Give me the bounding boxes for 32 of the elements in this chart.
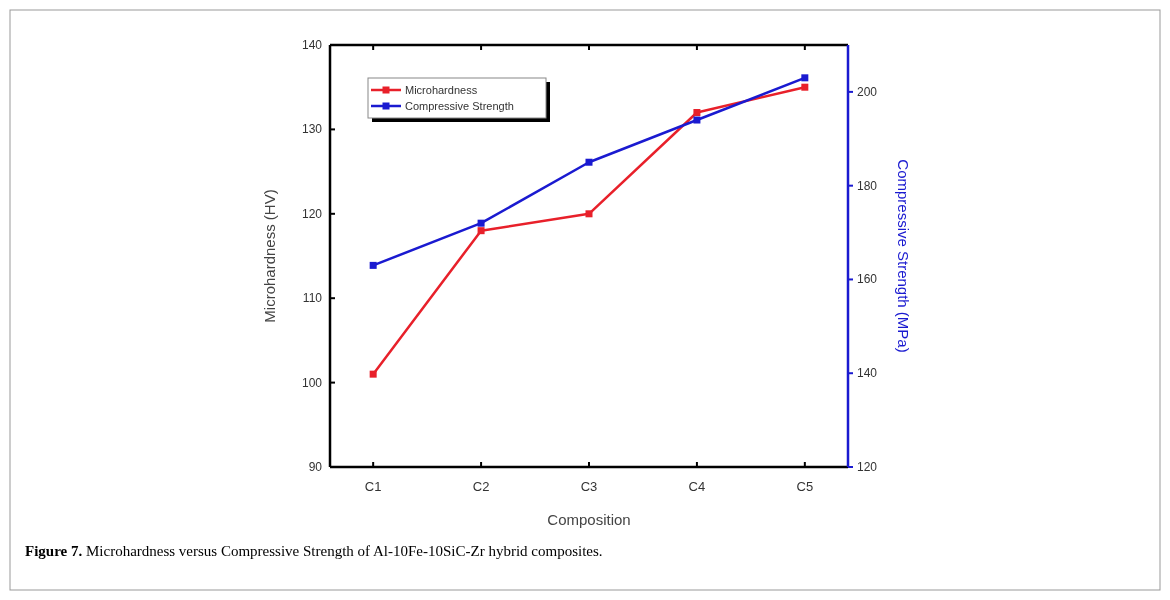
- y-tick-label: 110: [302, 291, 323, 306]
- legend-label: Microhardness: [405, 84, 478, 96]
- caption: Figure 7. Microhardness versus Compressive Strength of Al-10Fe-10SiC-Zr hybrid composites.: [25, 543, 603, 559]
- y2-tick-label: 160: [857, 272, 878, 287]
- x-axis-title: Composition: [547, 511, 631, 528]
- y2-tick-label: 140: [857, 366, 878, 381]
- y-tick-label: 130: [301, 122, 323, 137]
- point: [477, 227, 485, 235]
- y2-axis-title: Compressive Strength (MPa): [895, 159, 912, 353]
- x-tick-label: C3: [580, 479, 598, 494]
- point: [801, 74, 809, 82]
- point: [369, 370, 377, 378]
- legend-label: Compressive Strength: [405, 100, 514, 112]
- point: [585, 210, 593, 218]
- point: [585, 158, 593, 166]
- y2-tick-label: 120: [857, 460, 878, 474]
- y2-tick-label: 180: [857, 178, 878, 193]
- point: [801, 83, 809, 91]
- point: [693, 116, 701, 124]
- x-tick-label: C2: [472, 479, 490, 494]
- x-tick-label: C1: [364, 479, 382, 494]
- y-tick-label: 140: [301, 38, 323, 52]
- x-tick-label: C4: [688, 479, 706, 494]
- point: [477, 219, 485, 227]
- point: [369, 261, 377, 269]
- x-tick-label: C5: [796, 479, 814, 494]
- point: [693, 109, 701, 117]
- y2-tick-label: 200: [857, 84, 878, 99]
- y-axis-title: Microhardness (HV): [261, 189, 278, 323]
- y-tick-label: 90: [308, 460, 323, 474]
- y-tick-label: 120: [301, 206, 323, 221]
- y-tick-label: 100: [301, 375, 323, 390]
